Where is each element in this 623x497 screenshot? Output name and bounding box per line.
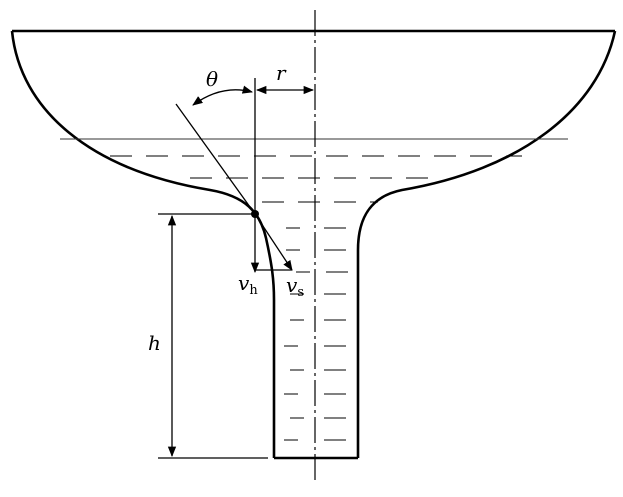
v-s-arrow [254, 213, 293, 271]
theta-arc [192, 85, 254, 106]
v-h-subscript: h [249, 283, 258, 298]
tangent-line [175, 103, 256, 215]
v-h-main: v [238, 271, 250, 295]
r-label: r [276, 61, 287, 85]
v-s-subscript: s [297, 285, 304, 300]
v-s-main: v [286, 273, 298, 297]
tank-left-wall [10, 30, 276, 458]
h-label: h [148, 331, 161, 355]
v-h-label: vh [238, 271, 258, 298]
v-s-label: vs [286, 273, 304, 300]
tank-outline [10, 29, 617, 460]
theta-label: θ [206, 67, 218, 91]
liquid-hatching [110, 155, 522, 441]
tank-right-wall [356, 30, 617, 458]
